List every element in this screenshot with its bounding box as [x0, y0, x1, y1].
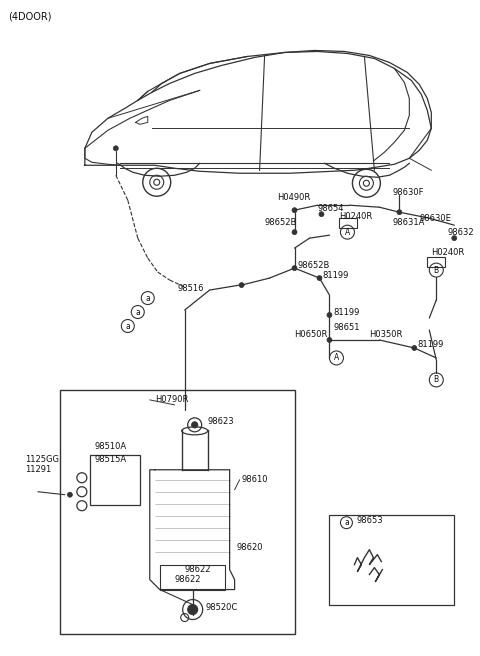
Text: a: a — [344, 518, 349, 527]
Text: 98630F: 98630F — [392, 188, 424, 197]
Bar — [60, 390, 295, 634]
Circle shape — [292, 230, 297, 235]
Text: 81199: 81199 — [334, 308, 360, 317]
Text: H0240R: H0240R — [432, 247, 465, 256]
Text: 98515A: 98515A — [95, 455, 127, 464]
Text: a: a — [125, 321, 130, 331]
Text: 98654: 98654 — [317, 204, 344, 213]
Circle shape — [154, 179, 160, 185]
Text: 98623: 98623 — [208, 417, 234, 426]
Circle shape — [327, 312, 332, 318]
Bar — [160, 565, 225, 590]
Bar — [427, 257, 445, 267]
Text: 98630E: 98630E — [420, 214, 451, 222]
Text: A: A — [345, 228, 350, 237]
Text: B: B — [434, 266, 439, 275]
Circle shape — [292, 208, 297, 213]
Text: 81199: 81199 — [323, 270, 349, 279]
Circle shape — [292, 266, 297, 270]
Text: 98631A: 98631A — [392, 218, 425, 227]
Circle shape — [397, 210, 402, 215]
Text: 81199: 81199 — [417, 340, 444, 350]
Text: H0490R: H0490R — [277, 193, 311, 201]
Circle shape — [319, 212, 324, 216]
Text: 98652B: 98652B — [264, 218, 297, 227]
Text: 98622: 98622 — [185, 565, 211, 574]
Circle shape — [452, 236, 457, 241]
Text: 98622: 98622 — [175, 575, 201, 584]
Text: 98632: 98632 — [447, 228, 474, 237]
Text: H0350R: H0350R — [370, 331, 403, 340]
Circle shape — [327, 337, 332, 342]
Circle shape — [412, 346, 417, 350]
Text: 98516: 98516 — [178, 283, 204, 293]
Circle shape — [239, 283, 244, 287]
Text: 11291: 11291 — [25, 465, 51, 474]
Text: H0240R: H0240R — [339, 212, 372, 220]
Text: B: B — [434, 375, 439, 384]
Bar — [339, 218, 358, 228]
Circle shape — [188, 605, 198, 615]
Circle shape — [192, 422, 198, 428]
Text: 1125GG: 1125GG — [25, 455, 59, 464]
Circle shape — [67, 492, 72, 497]
Text: 98510A: 98510A — [95, 442, 127, 451]
Text: H0650R: H0650R — [295, 331, 328, 340]
Bar — [329, 515, 454, 605]
Circle shape — [317, 276, 322, 281]
Text: 98620: 98620 — [237, 543, 263, 552]
Text: a: a — [145, 293, 150, 302]
Text: 98652B: 98652B — [298, 260, 330, 270]
Text: 98653: 98653 — [357, 516, 383, 525]
Text: a: a — [135, 308, 140, 317]
Text: 98651: 98651 — [334, 323, 360, 331]
Text: H0790R: H0790R — [155, 396, 188, 404]
Text: 98610: 98610 — [241, 475, 268, 484]
Bar — [90, 455, 140, 504]
Text: A: A — [334, 354, 339, 363]
Circle shape — [363, 180, 370, 186]
Text: 98520C: 98520C — [205, 603, 238, 612]
Text: (4DOOR): (4DOOR) — [8, 12, 51, 22]
Circle shape — [113, 146, 118, 151]
